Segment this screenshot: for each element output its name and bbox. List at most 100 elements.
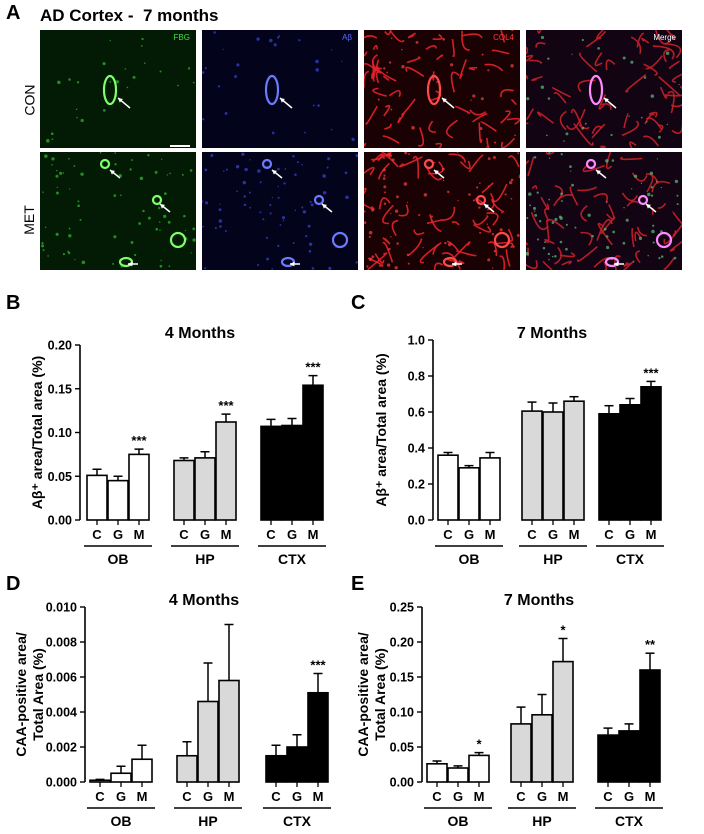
- y-tick-label: 0.15: [390, 671, 414, 685]
- x-tick-label: C: [443, 527, 453, 542]
- x-tick-label: M: [134, 527, 145, 542]
- bar: [197, 700, 219, 783]
- bar: [437, 454, 459, 521]
- bar: [598, 413, 620, 521]
- group-label: CTX: [278, 551, 307, 567]
- x-tick-label: C: [266, 527, 276, 542]
- group-label: OB: [108, 551, 129, 567]
- y-tick-label: 0.002: [46, 741, 77, 755]
- bar: [302, 384, 324, 521]
- group-label: OB: [448, 813, 469, 829]
- chart-title: 7 Months: [517, 325, 587, 342]
- x-tick-label: C: [92, 527, 102, 542]
- panel-e-label: E: [351, 573, 365, 595]
- bar: [468, 754, 490, 783]
- micrograph-met-fbg: [40, 152, 196, 270]
- group-label: HP: [195, 551, 214, 567]
- x-tick-label: G: [287, 527, 297, 542]
- x-tick-label: C: [95, 789, 105, 804]
- chart-panel-c: 7 Months 0.0 0.2 0.4 0.6 0.8 1.0 Aβ⁺ area/Total…: [373, 325, 664, 567]
- bar: [521, 410, 543, 521]
- panel-a-title: AD Cortex - 7 months: [40, 6, 219, 25]
- group-label: HP: [198, 813, 217, 829]
- panel-c-label: C: [351, 292, 366, 314]
- x-tick-label: G: [537, 789, 547, 804]
- x-tick-label: G: [203, 789, 213, 804]
- x-tick-label: M: [474, 789, 485, 804]
- bar: [510, 723, 532, 783]
- bar: [542, 411, 564, 521]
- x-tick-label: M: [569, 527, 580, 542]
- y-tick-label: 0.4: [408, 442, 425, 456]
- y-tick-label: 0.10: [48, 426, 72, 440]
- group-label: CTX: [616, 551, 645, 567]
- x-tick-label: G: [453, 789, 463, 804]
- bar: [286, 746, 308, 783]
- x-tick-label: C: [432, 789, 442, 804]
- y-tick-label: 0.8: [408, 370, 425, 384]
- y-tick-label: 0.6: [408, 406, 425, 420]
- significance-marker: ***: [310, 658, 326, 673]
- y-tick-label: 0.05: [390, 741, 414, 755]
- significance-marker: ***: [643, 365, 659, 380]
- panel-d-label: D: [6, 573, 21, 595]
- x-tick-label: M: [308, 527, 319, 542]
- micrograph-met-merge: [526, 152, 682, 270]
- x-tick-label: G: [624, 789, 634, 804]
- x-tick-label: G: [113, 527, 123, 542]
- row-label-met: MET: [20, 205, 37, 235]
- x-tick-label: M: [645, 789, 656, 804]
- group-label: OB: [111, 813, 132, 829]
- bar: [618, 730, 640, 783]
- x-tick-label: M: [224, 789, 235, 804]
- bar: [260, 425, 282, 521]
- bar: [619, 404, 641, 521]
- x-tick-label: M: [313, 789, 324, 804]
- bar: [265, 754, 287, 783]
- bar: [176, 754, 198, 783]
- y-tick-label: 0.25: [390, 601, 414, 615]
- bar: [531, 714, 553, 783]
- bar: [552, 660, 574, 783]
- chart-panel-e: 7 Months 0.00 0.05 0.10 0.15 0.20 0.25 CAA-posi…: [355, 592, 663, 829]
- bar: [563, 400, 585, 521]
- x-tick-label: C: [516, 789, 526, 804]
- bar: [107, 479, 129, 521]
- row-label-con: CON: [21, 84, 38, 116]
- significance-marker: *: [476, 737, 482, 752]
- group-label: CTX: [283, 813, 312, 829]
- y-tick-label: 1.0: [408, 334, 425, 348]
- x-tick-label: M: [221, 527, 232, 542]
- micrograph-con-col4: COL4: [364, 30, 520, 148]
- x-tick-label: C: [603, 789, 613, 804]
- chart-title: 4 Months: [169, 592, 239, 609]
- bar: [194, 457, 216, 521]
- group-label: HP: [532, 813, 551, 829]
- x-tick-label: C: [182, 789, 192, 804]
- x-tick-label: C: [179, 527, 189, 542]
- y-tick-label: 0.00: [48, 514, 72, 528]
- bar: [89, 779, 111, 783]
- group-label: CTX: [615, 813, 644, 829]
- x-tick-label: G: [625, 527, 635, 542]
- channel-label: Merge: [653, 33, 676, 42]
- bar: [426, 763, 448, 783]
- x-tick-label: C: [527, 527, 537, 542]
- bar: [128, 453, 150, 521]
- bar: [597, 734, 619, 783]
- y-tick-label: 0.008: [46, 636, 77, 650]
- y-tick-label: 0.2: [408, 478, 425, 492]
- channel-label: COL4: [493, 33, 514, 42]
- y-tick-label: 0.10: [390, 706, 414, 720]
- x-tick-label: G: [116, 789, 126, 804]
- y-axis-label: Aβ⁺ area/Total area (%): [373, 353, 389, 506]
- y-tick-label: 0.010: [46, 601, 77, 615]
- y-axis-label: CAA-positive area/: [355, 632, 371, 757]
- y-tick-label: 0.15: [48, 382, 72, 396]
- chart-title: 4 Months: [165, 325, 235, 342]
- bar: [307, 691, 329, 783]
- bar: [86, 474, 108, 521]
- chart-title: 7 Months: [504, 592, 574, 609]
- significance-marker: *: [560, 623, 566, 638]
